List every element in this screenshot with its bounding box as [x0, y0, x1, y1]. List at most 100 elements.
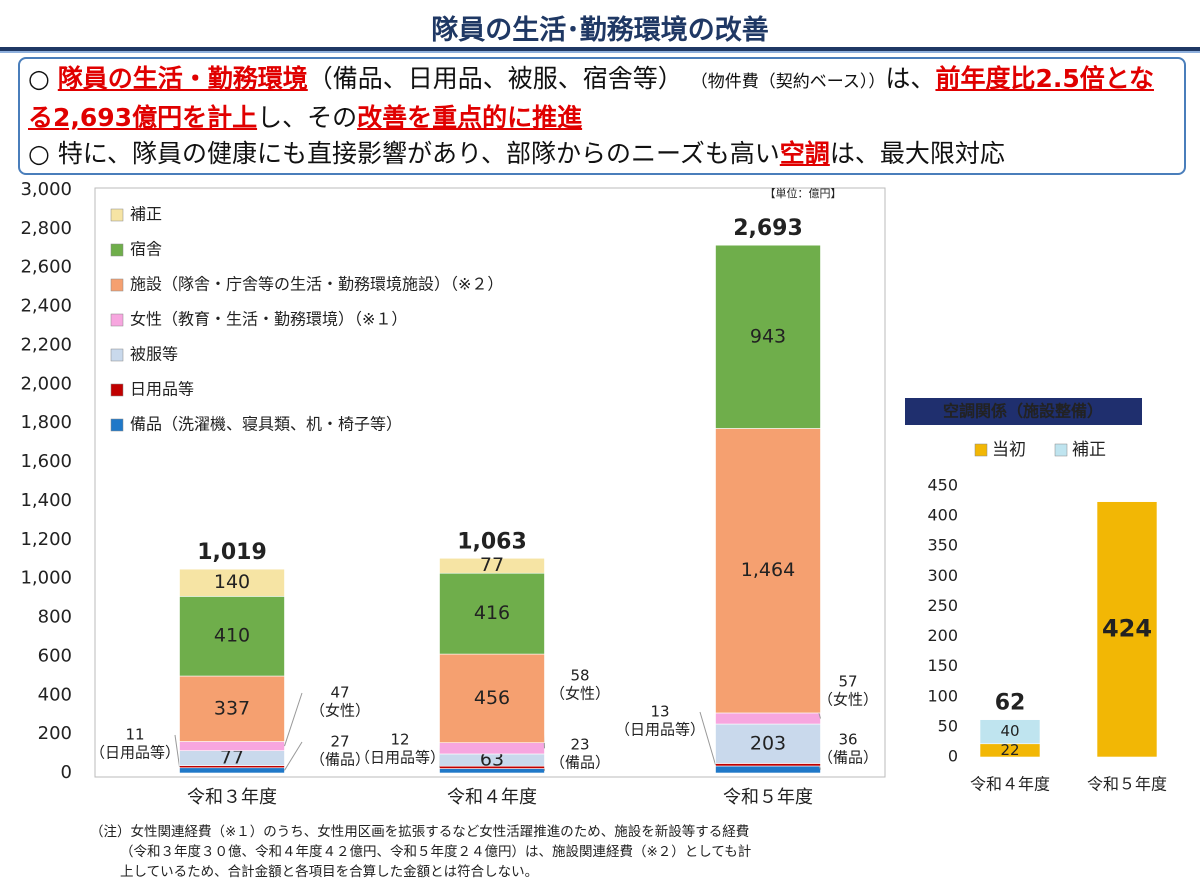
data-label: 22: [1000, 741, 1019, 759]
y-tick-label: 2,400: [20, 296, 72, 317]
legend-label: 女性（教育・生活・勤務環境）（※１）: [130, 310, 407, 329]
legend-label: 補正: [130, 205, 162, 224]
y-tick-label: 600: [38, 645, 72, 666]
y-tick-label: 100: [927, 686, 958, 705]
title-rule: [0, 47, 1200, 53]
bar-segment: [179, 675, 285, 742]
plot-frame: [94, 187, 886, 778]
x-tick-label: 令和５年度: [723, 787, 813, 808]
y-tick-label: 2,800: [20, 218, 72, 239]
y-tick-label: 200: [38, 723, 72, 744]
summary-box: ○ 隊員の生活・勤務環境（備品、日用品、被服、宿舎等） （物件費（契約ベース））…: [18, 57, 1186, 175]
legend-swatch: [110, 313, 124, 327]
legend-label: 当初: [992, 440, 1026, 460]
y-tick-label: 200: [927, 626, 958, 645]
x-tick-label: 令和５年度: [1087, 775, 1167, 794]
data-label: 11: [125, 726, 144, 744]
data-label: 47: [330, 684, 349, 702]
total-label: 1,019: [197, 540, 267, 565]
y-tick-label: 1,200: [20, 529, 72, 550]
data-label: 13: [650, 703, 669, 721]
data-label: 27: [330, 733, 349, 751]
bar-segment: [179, 741, 285, 751]
bar-segment: [439, 557, 545, 574]
legend-label: 宿舎: [130, 240, 162, 259]
y-tick-label: 1,000: [20, 568, 72, 589]
note-line: 上しているため、合計金額と各項目を合算した金額とは符合しない。: [120, 864, 539, 880]
data-label-note: （女性）: [310, 702, 370, 720]
bullet-text: は、最大限対応: [829, 139, 1005, 168]
legend-label: 備品（洗濯機、寝具類、机・椅子等）: [130, 415, 402, 434]
data-label-note: （備品）: [818, 749, 878, 767]
legend-swatch: [110, 278, 124, 292]
bullet-emphasis: 空調: [779, 139, 830, 168]
legend-label: 施設（隊舎・庁舎等の生活・勤務環境施設）（※２）: [130, 275, 503, 294]
bar-segment: [715, 723, 821, 764]
data-label-note: （女性）: [550, 685, 610, 703]
bar-segment: [439, 572, 545, 655]
y-tick-label: 2,600: [20, 257, 72, 278]
bar-segment: [715, 712, 821, 725]
chart-title-bg: [905, 398, 1142, 425]
total-label: 1,063: [457, 529, 527, 554]
leader-line: [284, 692, 303, 747]
data-label: 23: [570, 736, 589, 754]
bullet-mark: ○: [28, 139, 50, 168]
y-tick-label: 1,400: [20, 490, 72, 511]
data-label: 77: [220, 747, 244, 769]
data-label: 410: [214, 625, 250, 647]
data-label: 943: [750, 325, 786, 347]
y-tick-label: 450: [927, 476, 958, 495]
data-label: 456: [474, 687, 510, 709]
bullet-emphasis: 隊員の生活・勤務環境: [57, 64, 308, 93]
leader-line: [284, 741, 303, 771]
data-label: 140: [214, 571, 250, 593]
data-label-note: （日用品等）: [355, 749, 445, 767]
x-tick-label: 令和４年度: [970, 775, 1050, 794]
data-label: 58: [570, 667, 589, 685]
bar-segment: [715, 763, 821, 767]
data-label-note: （日用品等）: [90, 744, 180, 762]
data-label: 36: [838, 731, 857, 749]
bar-segment: [715, 244, 821, 429]
x-tick-label: 令和３年度: [187, 787, 277, 808]
y-tick-label: 1,800: [20, 412, 72, 433]
bar-segment: [439, 653, 545, 743]
bullet-text: は、: [885, 64, 936, 93]
note: （注）女性関連経費（※１）のうち、女性用区画を拡張するなど女性活躍推進のため、施…: [90, 822, 751, 882]
y-tick-label: 2,000: [20, 373, 72, 394]
data-label: 424: [1102, 614, 1152, 642]
data-label: 12: [390, 731, 409, 749]
y-tick-label: 150: [927, 656, 958, 675]
legend-label: 日用品等: [130, 380, 194, 399]
y-tick-label: 0: [61, 762, 72, 783]
leader-line: [174, 734, 180, 767]
bar-segment: [439, 742, 545, 755]
data-label-note: （女性）: [818, 691, 878, 709]
bullet-text: （備品、日用品、被服、宿舎等）: [307, 64, 683, 93]
bar-segment: [979, 719, 1041, 745]
unit-label: 【単位：億円】: [765, 186, 842, 200]
data-label: 1,464: [741, 559, 795, 581]
data-label-note: （日用品等）: [615, 721, 705, 739]
legend-swatch: [110, 418, 124, 432]
y-tick-label: 0: [948, 747, 958, 766]
bar-segment: [715, 765, 821, 774]
bullet-emphasis: 改善を重点的に推進: [357, 103, 583, 132]
legend-label: 補正: [1072, 440, 1106, 460]
bullet-mark: ○: [28, 64, 50, 93]
bullet-text: 特に、隊員の健康にも直接影響があり、部隊からのニーズも高い: [57, 139, 780, 168]
y-tick-label: 2,200: [20, 334, 72, 355]
page-title: 隊員の生活･勤務環境の改善: [431, 15, 769, 46]
y-tick-label: 1,600: [20, 451, 72, 472]
legend-swatch: [974, 443, 988, 457]
y-tick-label: 50: [938, 716, 958, 735]
data-label: 416: [474, 602, 510, 624]
legend-swatch: [110, 208, 124, 222]
legend-label: 被服等: [130, 345, 178, 364]
data-label: 57: [838, 673, 857, 691]
data-label: 337: [214, 697, 250, 719]
data-label-note: （備品）: [310, 751, 370, 769]
